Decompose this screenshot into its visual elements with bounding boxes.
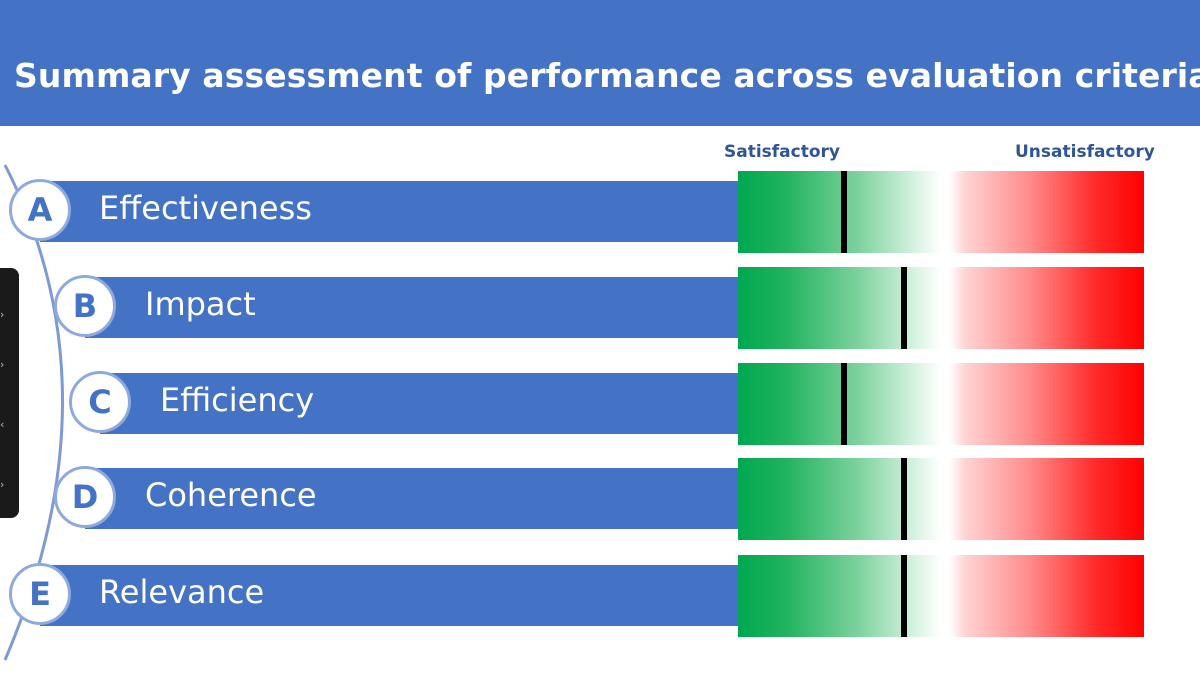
chevron-icon: › (0, 358, 5, 371)
chevron-icon: ‹ (0, 418, 5, 431)
rating-gauge (738, 555, 1144, 637)
rating-marker (840, 171, 847, 253)
chevron-icon: › (0, 308, 5, 321)
rating-gauge (738, 363, 1144, 445)
criterion-row-b: B Impact (0, 263, 1200, 353)
title-band: Summary assessment of performance across… (0, 0, 1200, 126)
criterion-bar (100, 373, 738, 434)
scale-label-unsatisfactory: Unsatisfactory (1015, 142, 1155, 162)
chevron-icon: › (0, 478, 5, 491)
criterion-letter-badge: A (9, 179, 71, 241)
rating-marker (901, 458, 908, 540)
scale-label-satisfactory: Satisfactory (724, 142, 841, 162)
criterion-label: Impact (145, 285, 256, 323)
criterion-row-c: C Efficiency (0, 359, 1200, 449)
rating-gauge (738, 458, 1144, 540)
criterion-label: Coherence (145, 476, 317, 514)
page-title: Summary assessment of performance across… (14, 56, 1200, 95)
criterion-letter-badge: E (9, 563, 71, 625)
criterion-row-d: D Coherence (0, 454, 1200, 544)
criterion-letter-badge: B (54, 275, 116, 337)
rating-marker (901, 267, 908, 349)
rating-gauge (738, 171, 1144, 253)
side-panel-tab[interactable]: › › ‹ › (0, 268, 19, 518)
criterion-label: Efficiency (160, 381, 315, 419)
criterion-row-a: A Effectiveness (0, 167, 1200, 257)
criterion-letter-badge: D (54, 466, 116, 528)
criterion-label: Effectiveness (99, 189, 312, 227)
criterion-letter-badge: C (69, 371, 131, 433)
rating-marker (840, 363, 847, 445)
criterion-bar (40, 565, 738, 626)
criterion-bar (40, 181, 738, 242)
criterion-bar (85, 468, 738, 529)
criterion-row-e: E Relevance (0, 551, 1200, 641)
criterion-label: Relevance (99, 573, 265, 611)
rating-gauge (738, 267, 1144, 349)
rating-marker (901, 555, 908, 637)
criterion-bar (85, 277, 738, 338)
